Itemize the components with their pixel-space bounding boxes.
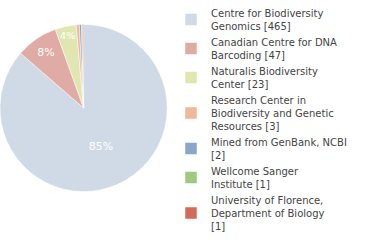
svg-text:4%: 4% bbox=[60, 30, 75, 41]
svg-text:85%: 85% bbox=[89, 140, 113, 153]
svg-text:Mined from GenBank, NCBI[2]: Mined from GenBank, NCBI[2] bbox=[211, 137, 347, 161]
svg-text:Naturalis BiodiversityCenter [: Naturalis BiodiversityCenter [23] bbox=[211, 66, 318, 90]
svg-text:Wellcome SangerInstitute [1]: Wellcome SangerInstitute [1] bbox=[211, 166, 299, 190]
svg-text:Research Center inBiodiversity: Research Center inBiodiversity and Genet… bbox=[211, 95, 334, 132]
svg-text:Canadian Centre for DNABarcodi: Canadian Centre for DNABarcoding [47] bbox=[211, 37, 337, 61]
svg-text:Centre for BiodiversityGenomic: Centre for BiodiversityGenomics [465] bbox=[211, 8, 324, 32]
svg-text:University of Florence,Departm: University of Florence,Department of Bio… bbox=[211, 195, 325, 232]
svg-text:8%: 8% bbox=[37, 46, 54, 59]
